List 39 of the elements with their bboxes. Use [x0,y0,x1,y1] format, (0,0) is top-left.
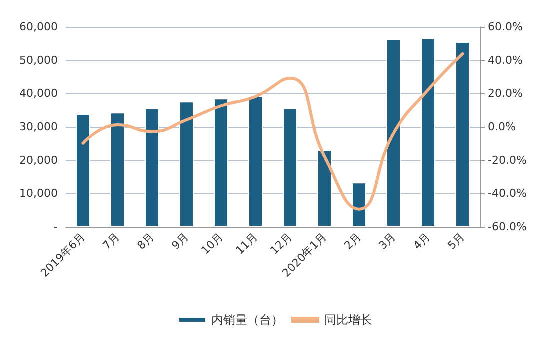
x-tick-label: 4月 [410,230,433,252]
bar [110,112,125,227]
x-tick-label: 7月 [100,230,122,252]
y-tick-label: 60,000 [20,20,58,34]
line-series [82,52,464,211]
y2-tick-label: -40.0% [488,187,527,200]
bar [386,39,401,227]
x-tick-label: 3月 [376,230,398,252]
legend-label: 内销量（台） [212,313,284,327]
y2-tick-label: 20.0% [488,87,523,100]
bar [180,102,194,227]
y-tick-label: - [54,220,58,234]
x-tick-label: 8月 [134,230,157,252]
bar [283,108,298,227]
y-tick-label: 10,000 [20,187,58,200]
bar [145,108,160,227]
y2-tick-label: -20.0% [488,154,527,167]
bar [456,42,470,227]
y2-tick-label: -60.0% [488,220,527,234]
bar [318,150,332,227]
x-tick-label: 5月 [445,230,468,252]
y-tick-label: 40,000 [20,87,58,100]
y2-tick-label: 60.0% [488,20,523,34]
x-tick-label: 2月 [342,230,364,252]
x-tick-label: 9月 [169,230,192,252]
legend-label: 同比增长 [324,313,372,327]
bar [421,38,436,227]
bar [352,182,366,227]
x-tick-label: 10月 [198,230,226,258]
x-tick-label: 11月 [233,230,260,258]
y2-tick-label: 40.0% [488,54,523,67]
y-tick-label: 30,000 [20,120,58,134]
x-tick-label: 12月 [268,230,295,258]
y-tick-label: 20,000 [20,154,58,167]
bar [76,114,90,227]
y-tick-label: 50,000 [20,54,58,67]
y2-tick-label: 0.0% [488,120,516,134]
bar [214,98,228,227]
bar [248,96,263,227]
